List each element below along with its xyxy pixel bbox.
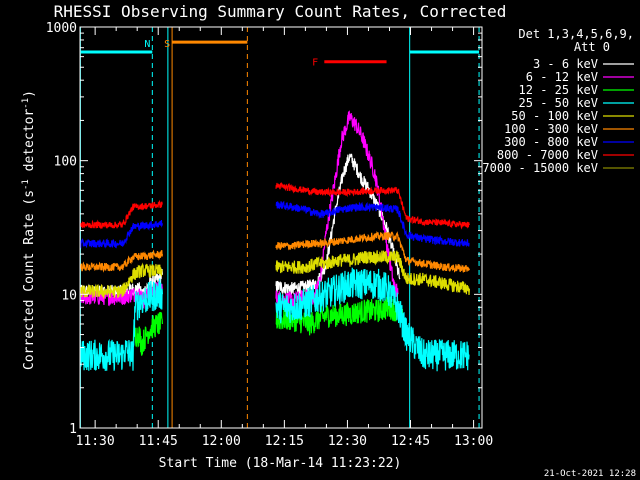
- x-tick-label-1: 11:45: [139, 434, 178, 449]
- series-line-6-segment-0: [79, 219, 163, 249]
- series-line-4-segment-1: [275, 250, 470, 296]
- x-tick-label-6: 13:00: [454, 434, 493, 449]
- series-line-3-segment-1: [275, 267, 470, 372]
- annotation-f: F: [312, 58, 318, 69]
- legend-label-3: 25 - 50 keV: [519, 96, 598, 110]
- series-line-0-segment-1: [275, 153, 401, 296]
- annotation-s: S: [164, 39, 170, 50]
- series-line-6-segment-1: [275, 200, 470, 248]
- series-line-4-segment-0: [79, 262, 163, 300]
- chart-title: RHESSI Observing Summary Count Rates, Co…: [54, 2, 507, 21]
- x-tick-label-3: 12:15: [265, 434, 304, 449]
- legend-header-line-1: Det 1,3,4,5,6,9,: [518, 27, 634, 41]
- legend-label-0: 3 - 6 keV: [533, 57, 598, 71]
- plot-frame: [79, 26, 483, 429]
- legend-label-6: 300 - 800 keV: [504, 135, 598, 149]
- series-line-2-segment-1: [275, 296, 407, 336]
- footer-date: 21-Oct-2021 12:28: [544, 469, 636, 479]
- series-line-7-segment-0: [79, 199, 163, 230]
- y-tick-label-0: 1: [69, 422, 77, 437]
- x-tick-label-5: 12:45: [391, 434, 430, 449]
- legend-label-1: 6 - 12 keV: [526, 70, 598, 84]
- x-tick-label-4: 12:30: [328, 434, 367, 449]
- x-tick-label-0: 11:30: [76, 434, 115, 449]
- legend-label-4: 50 - 100 keV: [511, 109, 598, 123]
- series-line-3-segment-0: [79, 278, 163, 371]
- axes-layer: 11:30 11:45 12:00 12:15 12:30 12:45 13:00 1 10 10…: [46, 21, 493, 449]
- x-axis-label: Start Time (18-Mar-14 11:23:22): [159, 456, 402, 471]
- y-axis-label: Corrected Count Rate (s-1 detector-1): [21, 90, 37, 370]
- y-tick-label-3: 1000: [46, 21, 77, 36]
- legend-header-line-2: Att 0: [574, 40, 610, 54]
- y-tick-label-1: 10: [61, 288, 77, 303]
- series-line-5-segment-1: [275, 230, 470, 273]
- series-line-2-segment-0: [132, 311, 163, 356]
- legend-label-8: 7000 - 15000 keV: [482, 161, 598, 175]
- legend-label-2: 12 - 25 keV: [519, 83, 598, 97]
- y-tick-label-2: 100: [54, 155, 77, 170]
- plot-layer: N S F: [79, 27, 480, 428]
- x-tick-label-2: 12:00: [202, 434, 241, 449]
- series-line-5-segment-0: [79, 249, 163, 273]
- series-line-7-segment-1: [275, 181, 470, 230]
- legend-label-7: 800 - 7000 keV: [497, 148, 598, 162]
- annotation-n: N: [144, 39, 150, 50]
- legend-label-5: 100 - 300 keV: [504, 122, 598, 136]
